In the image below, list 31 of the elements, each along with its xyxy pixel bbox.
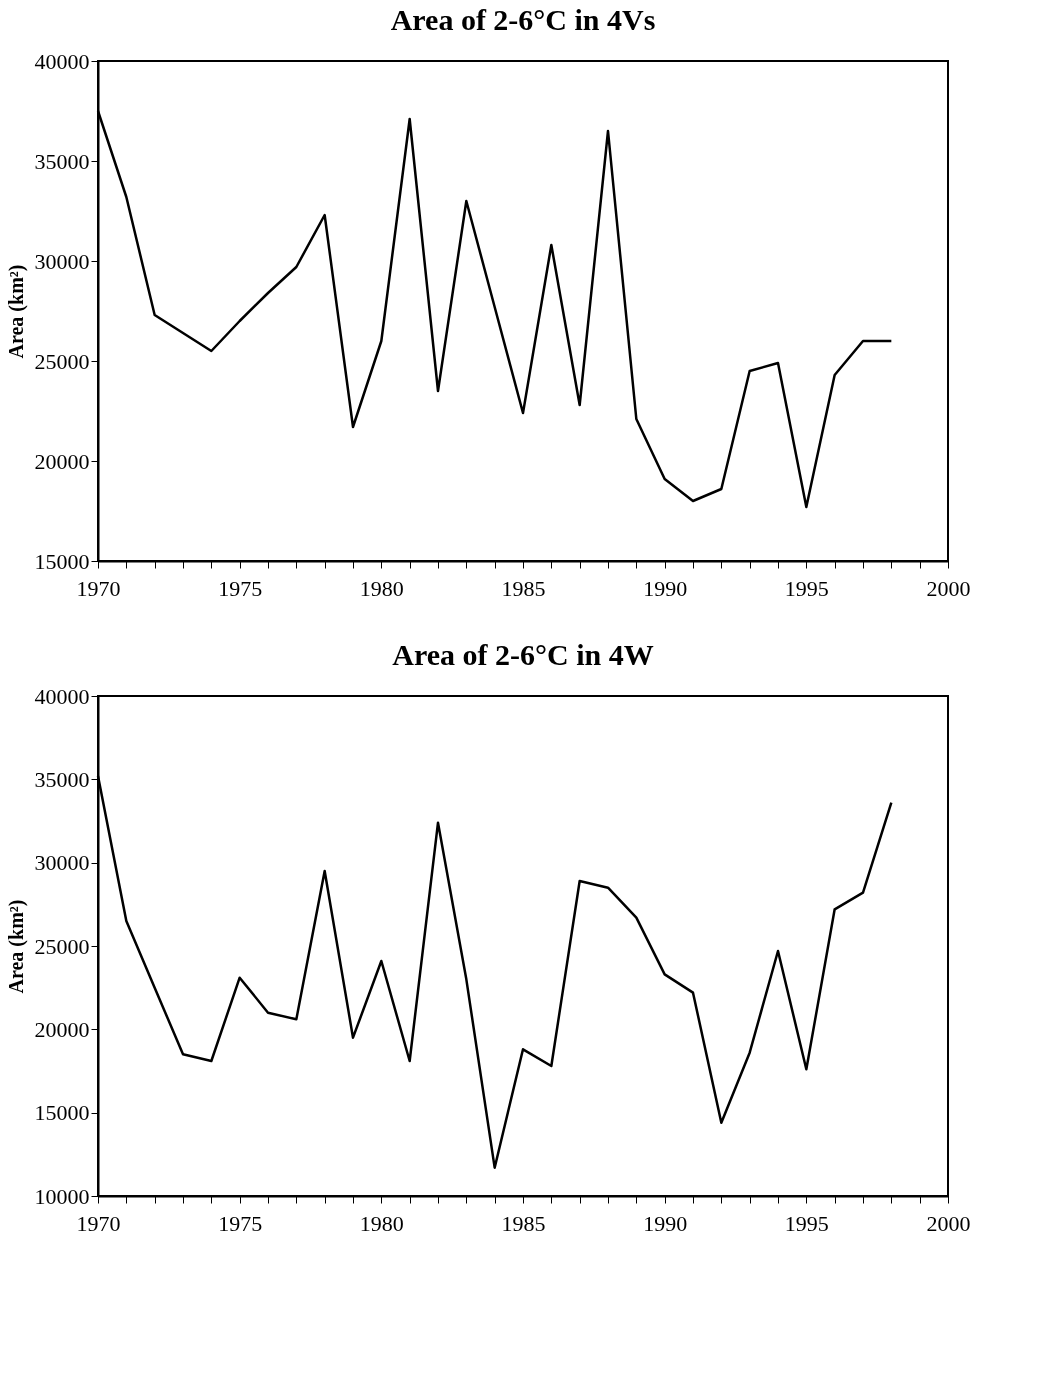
x-tick-label: 1995: [784, 575, 829, 601]
y-tick-label: 20000: [34, 1016, 90, 1042]
x-tick-label: 1980: [359, 1210, 404, 1236]
x-tick-label: 1970: [76, 575, 121, 601]
y-axis-title: Area (km²): [4, 899, 28, 994]
y-tick-label: 15000: [34, 1100, 90, 1126]
y-tick-label: 35000: [34, 766, 90, 792]
x-tick-label: 1995: [784, 1210, 829, 1236]
y-tick-label: 20000: [34, 448, 90, 474]
y-tick-label: 30000: [34, 850, 90, 876]
x-tick-label: 2000: [926, 1210, 971, 1236]
y-tick-label: 35000: [34, 148, 90, 174]
x-tick-label: 1985: [501, 1210, 546, 1236]
chart-title: Area of 2-6°C in 4Vs: [390, 3, 656, 36]
y-tick-label: 10000: [34, 1183, 90, 1209]
x-tick-label: 1985: [501, 575, 546, 601]
x-tick-label: 1990: [643, 1210, 688, 1236]
x-tick-label: 1975: [218, 1210, 263, 1236]
y-tick-label: 30000: [34, 248, 90, 274]
y-tick-label: 25000: [34, 348, 90, 374]
y-axis-title: Area (km²): [4, 264, 28, 359]
x-tick-label: 1975: [218, 575, 263, 601]
y-tick-label: 40000: [34, 48, 90, 74]
x-tick-label: 2000: [926, 575, 971, 601]
x-tick-label: 1990: [643, 575, 688, 601]
x-tick-label: 1970: [76, 1210, 121, 1236]
y-tick-label: 40000: [34, 683, 90, 709]
chart-title: Area of 2-6°C in 4W: [392, 638, 654, 671]
x-tick-label: 1980: [359, 575, 404, 601]
y-tick-label: 25000: [34, 933, 90, 959]
y-tick-label: 15000: [34, 548, 90, 574]
